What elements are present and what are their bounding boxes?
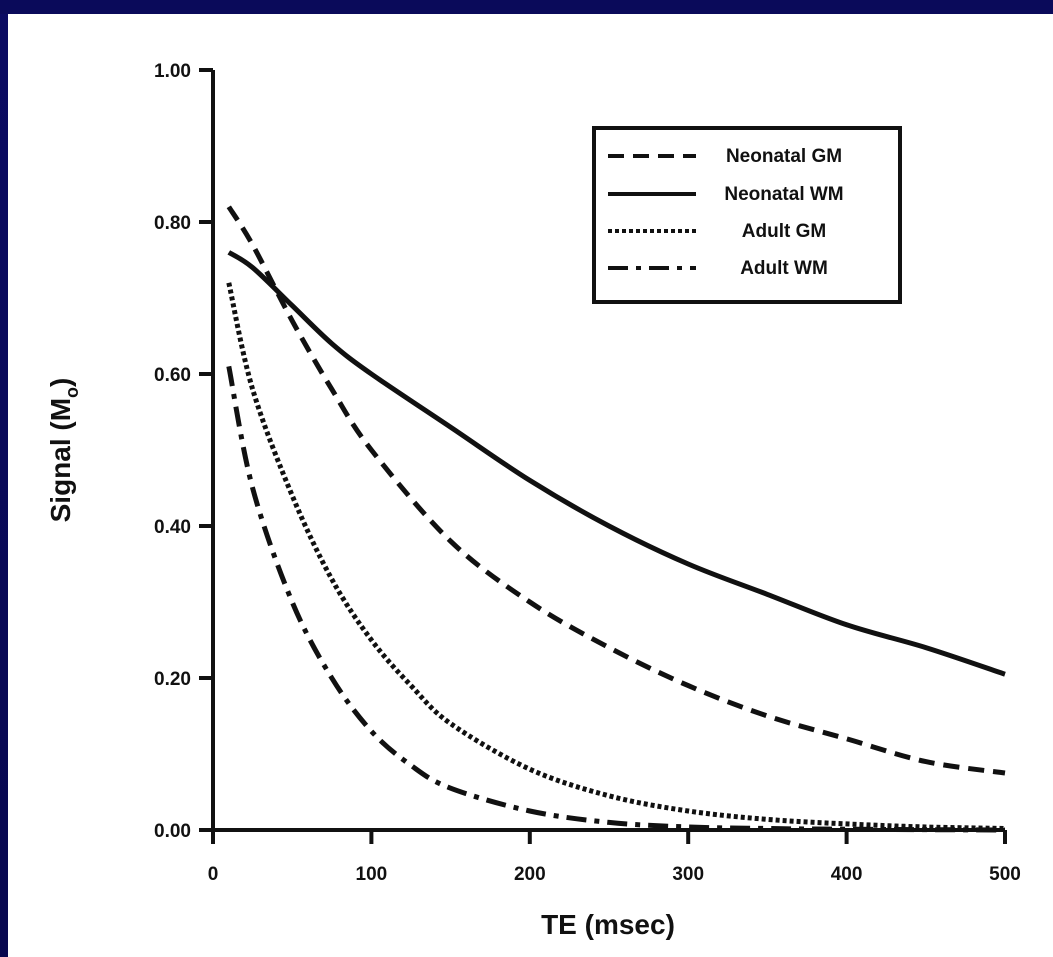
y-tick-label: 0.00 <box>154 821 191 842</box>
plot-panel: 0.00 0.20 0.40 0.60 0.80 1.00 0 100 200 300 400 50… <box>8 14 1053 957</box>
y-axis-title: Signal (Mo) <box>45 378 82 523</box>
t2-decay-chart: 0.00 0.20 0.40 0.60 0.80 1.00 0 100 200 300 400 50… <box>45 61 1021 940</box>
y-ticks: 0.00 0.20 0.40 0.60 0.80 1.00 <box>154 61 213 842</box>
legend-label: Adult GM <box>742 221 826 242</box>
x-tick-label: 500 <box>989 864 1021 885</box>
y-axis-title-subscript: o <box>62 387 82 398</box>
series-line-adult-gm <box>226 282 1006 831</box>
x-ticks: 0 100 200 300 400 500 <box>208 830 1021 885</box>
legend-label: Neonatal WM <box>724 184 843 205</box>
x-tick-label: 200 <box>514 864 546 885</box>
legend-label: Neonatal GM <box>726 146 842 167</box>
y-axis-title-close: ) <box>45 378 76 387</box>
y-tick-label: 0.60 <box>154 365 191 386</box>
legend: Neonatal GM Neonatal WM Adult GM Adult WM <box>592 126 902 304</box>
x-tick-label: 0 <box>208 864 219 885</box>
x-tick-label: 100 <box>356 864 388 885</box>
y-tick-label: 0.80 <box>154 213 191 234</box>
y-tick-label: 0.40 <box>154 517 191 538</box>
slide-title-strip <box>0 0 1053 14</box>
legend-label: Adult WM <box>740 258 828 279</box>
x-axis-title: TE (msec) <box>541 909 675 940</box>
x-tick-label: 400 <box>831 864 863 885</box>
series-line-neonatal-wm <box>227 250 1006 677</box>
series-layer <box>226 205 1006 833</box>
y-tick-label: 1.00 <box>154 61 191 82</box>
x-tick-label: 300 <box>672 864 704 885</box>
y-tick-label: 0.20 <box>154 669 191 690</box>
series-line-neonatal-gm <box>226 205 1006 776</box>
y-axis-title-main: Signal (M <box>45 398 76 522</box>
series-line-adult-wm <box>226 365 1006 833</box>
